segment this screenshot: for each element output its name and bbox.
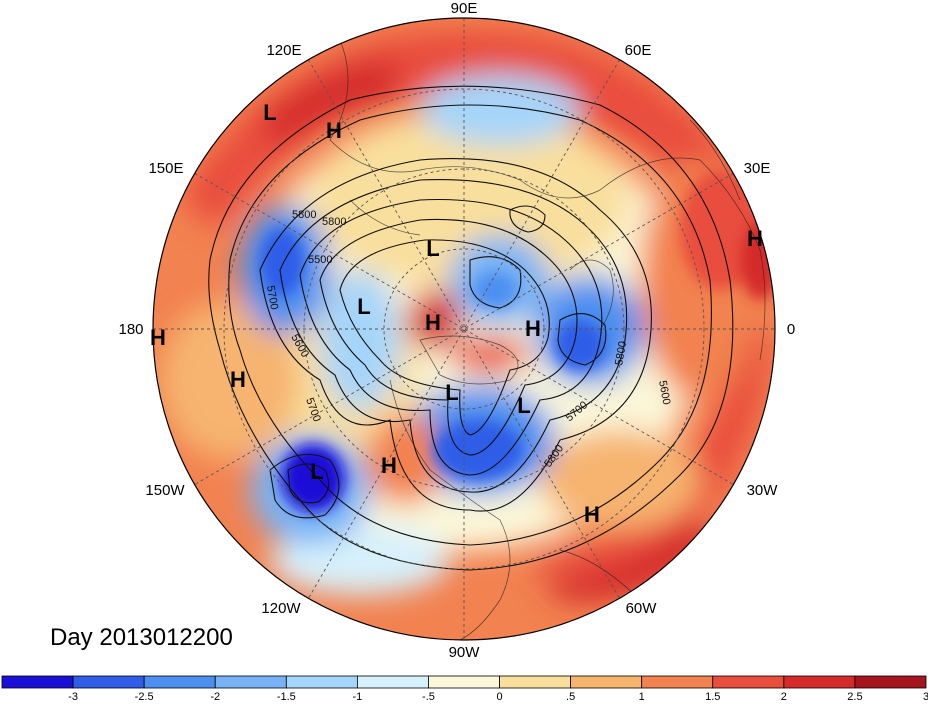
anomaly-field (153, 18, 775, 640)
lon-label-180: 180 (118, 321, 143, 338)
colorbar-swatch (570, 675, 643, 689)
lon-label-120e: 120E (266, 42, 301, 59)
colorbar-swatch (499, 675, 572, 689)
longitude-labels: 90E 60E 120E 30E 150E 0 180 30W 150W 60W… (118, 0, 795, 661)
lon-label-150w: 150W (145, 482, 185, 499)
contour-label: 5800 (613, 340, 629, 366)
map-border (152, 17, 776, 641)
high-pressure-label: H (584, 502, 600, 527)
high-pressure-label: H (326, 118, 342, 143)
lon-label-60w: 60W (626, 600, 658, 617)
colorbar-swatch (854, 675, 927, 689)
high-pressure-label: H (747, 226, 763, 251)
lon-label-30w: 30W (747, 482, 779, 499)
high-pressure-label: H (150, 325, 166, 350)
colorbar-tick-label: 0 (496, 691, 502, 702)
graticule (153, 18, 775, 640)
latitude-circle (223, 88, 705, 570)
colorbar-tick-label: -2.5 (135, 691, 154, 702)
figure-title: Day 2013012200 (50, 624, 233, 651)
colorbar-tick-label: -2 (210, 691, 220, 702)
colorbar-tick-label: -.5 (422, 691, 435, 702)
high-pressure-label: H (381, 453, 397, 478)
colorbar-swatch (285, 675, 358, 689)
colorbar-tick-label: -3 (68, 691, 78, 702)
colorbar-swatch (143, 675, 216, 689)
meridian-line (308, 59, 620, 599)
high-pressure-label: H (525, 316, 541, 341)
contour-label: 5700 (264, 285, 280, 311)
lon-label-120w: 120W (261, 600, 301, 617)
colorbar-swatch (783, 675, 856, 689)
meridian-line (194, 173, 734, 485)
pressure-centers: L H H L H L H H H L L L H H (150, 100, 763, 527)
colorbar: -3 -2.5 -2 -1.5 -1 -.5 0 .5 1 1.5 2 2.5 3 (1, 675, 928, 703)
colorbar-tick-label: -1.5 (277, 691, 296, 702)
colorbar-tick-label: 3 (923, 691, 928, 702)
low-pressure-label: L (517, 393, 530, 418)
low-pressure-label: L (445, 380, 458, 405)
meridian-line (308, 59, 620, 599)
colorbar-tick-label: 2 (781, 691, 787, 702)
lon-label-90w: 90W (449, 644, 481, 661)
colorbar-swatch (712, 675, 785, 689)
colorbar-swatch (214, 675, 287, 689)
high-pressure-label: H (425, 310, 441, 335)
lon-label-0: 0 (787, 321, 795, 338)
contour-label: 5800 (292, 209, 316, 221)
height-contours (208, 85, 734, 571)
low-pressure-label: L (426, 236, 439, 261)
meridian-line (194, 173, 734, 485)
contour-label: 5500 (308, 254, 332, 266)
colorbar-swatch (72, 675, 145, 689)
lon-label-60e: 60E (625, 42, 652, 59)
colorbar-tick-label: 1 (639, 691, 645, 702)
colorbar-tick-label: .5 (566, 691, 575, 702)
high-pressure-label: H (230, 367, 246, 392)
colorbar-swatch (428, 675, 500, 689)
colorbar-tick-label: 2.5 (847, 691, 862, 702)
colorbar-swatch (356, 675, 429, 689)
colorbar-swatch (1, 675, 74, 689)
low-pressure-label: L (357, 294, 370, 319)
colorbar-tick-label: 1.5 (705, 691, 720, 702)
colorbar-tick-label: -1 (352, 691, 362, 702)
contour-label: 5600 (656, 380, 672, 406)
contour-label: 5800 (322, 216, 346, 228)
lon-label-90e: 90E (451, 0, 478, 17)
low-pressure-label: L (310, 459, 323, 484)
low-pressure-label: L (263, 100, 276, 125)
lon-label-30e: 30E (744, 160, 771, 177)
lon-label-150e: 150E (148, 160, 183, 177)
colorbar-swatch (641, 675, 714, 689)
